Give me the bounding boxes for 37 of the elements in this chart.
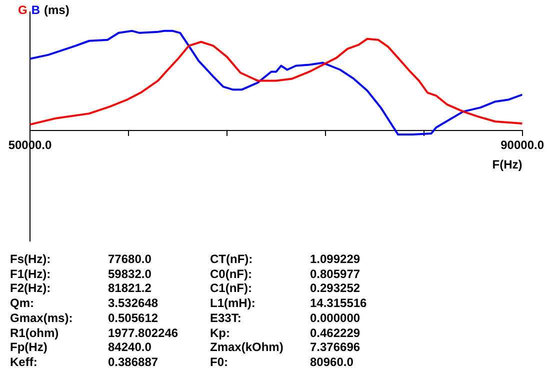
text: Fp(Hz) — [10, 340, 48, 354]
text: 1.099229 — [310, 252, 360, 266]
text: 81821.2 — [108, 281, 152, 296]
text: 59832.0 — [108, 266, 152, 281]
text: 14.315516 — [310, 296, 367, 310]
text: L1(mH): — [210, 296, 256, 310]
text: F1(Hz): — [10, 266, 51, 281]
text: 80960.0 — [310, 354, 354, 369]
text: G — [18, 3, 28, 17]
text: CT(nF): — [210, 252, 253, 266]
text: F0: — [210, 354, 228, 369]
text: Keff: — [10, 354, 38, 369]
text: R1(ohm) — [10, 326, 59, 340]
text: C1(nF): — [210, 281, 252, 296]
text: F2(Hz): — [10, 281, 51, 296]
text: Qm: — [10, 296, 34, 310]
text: 77680.0 — [108, 252, 152, 266]
y-axis-title: (ms) — [44, 3, 70, 17]
text: 0.805977 — [310, 266, 360, 281]
text: 84240.0 — [108, 340, 152, 354]
text: 0.505612 — [108, 310, 158, 325]
text: 3.532648 — [108, 296, 158, 310]
text: Zmax(kOhm) — [210, 340, 284, 354]
text: 7.376696 — [310, 340, 360, 354]
text: 0.462229 — [310, 326, 360, 340]
text: Fs(Hz): — [10, 252, 51, 266]
text: 0.386887 — [108, 354, 158, 369]
text: E33T: — [210, 310, 242, 325]
text: 1977.802246 — [108, 326, 178, 340]
text: 0.293252 — [310, 281, 360, 296]
text: B — [31, 3, 40, 17]
text: Gmax(ms): — [10, 310, 73, 325]
text: 0.000000 — [310, 310, 360, 325]
text: Kp: — [210, 326, 230, 340]
x-axis-title: F(Hz) — [492, 157, 522, 172]
text: C0(nF): — [210, 266, 252, 281]
x-tick-label: 90000.0 — [500, 138, 544, 152]
